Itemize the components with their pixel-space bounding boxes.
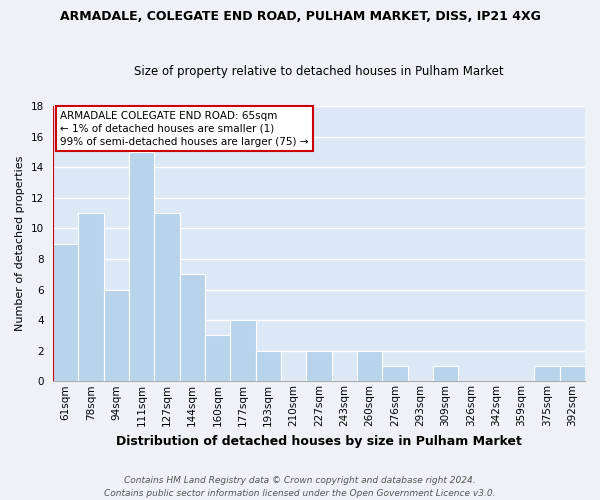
Bar [154,213,179,382]
Bar [230,320,256,382]
Text: Contains HM Land Registry data © Crown copyright and database right 2024.
Contai: Contains HM Land Registry data © Crown c… [104,476,496,498]
Bar [205,336,230,382]
Title: Size of property relative to detached houses in Pulham Market: Size of property relative to detached ho… [134,66,504,78]
Bar [129,152,154,382]
Bar [53,244,78,382]
Text: ARMADALE, COLEGATE END ROAD, PULHAM MARKET, DISS, IP21 4XG: ARMADALE, COLEGATE END ROAD, PULHAM MARK… [59,10,541,23]
Bar [179,274,205,382]
Bar [357,350,382,382]
Bar [78,213,104,382]
Y-axis label: Number of detached properties: Number of detached properties [15,156,25,332]
Bar [382,366,407,382]
Text: ARMADALE COLEGATE END ROAD: 65sqm
← 1% of detached houses are smaller (1)
99% of: ARMADALE COLEGATE END ROAD: 65sqm ← 1% o… [61,110,309,147]
Bar [560,366,585,382]
X-axis label: Distribution of detached houses by size in Pulham Market: Distribution of detached houses by size … [116,434,522,448]
Bar [104,290,129,382]
Bar [433,366,458,382]
Bar [306,350,332,382]
Bar [256,350,281,382]
Bar [535,366,560,382]
